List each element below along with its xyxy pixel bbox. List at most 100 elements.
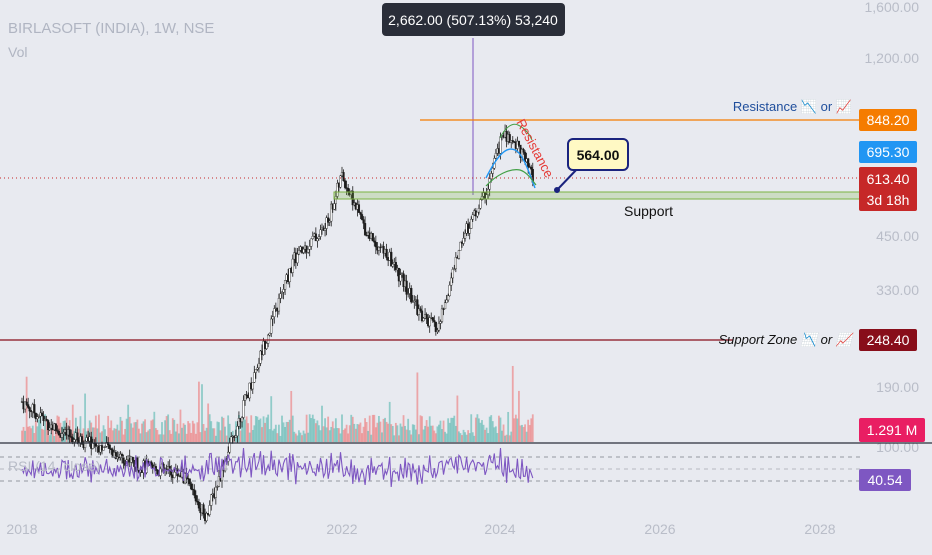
volume-bar [53, 435, 56, 442]
candle-body [371, 233, 374, 242]
volume-bar [447, 418, 450, 442]
support-box[interactable] [333, 191, 861, 200]
volume-bar [371, 414, 374, 442]
candle-body [47, 420, 50, 431]
candle-body [462, 238, 465, 244]
candle-body [277, 298, 281, 312]
volume-bar [38, 419, 40, 442]
candle-body [316, 238, 319, 242]
volume-bar [441, 429, 443, 442]
volume-bar [154, 428, 157, 442]
volume-bar [259, 418, 262, 442]
candle-body [416, 299, 419, 315]
volume-bar [136, 419, 139, 442]
volume-bar [262, 416, 265, 442]
volume-bar [227, 415, 230, 442]
candle-body [425, 314, 428, 319]
volume-bar [59, 422, 62, 442]
callout-pointer [556, 167, 579, 191]
volume-bar [218, 422, 220, 442]
volume-bar [102, 425, 105, 442]
volume-bar [350, 414, 353, 442]
candle-body [193, 489, 196, 496]
candle-body [517, 140, 521, 146]
volume-bar [28, 426, 31, 442]
volume-bar [271, 430, 274, 442]
volume-bar [198, 381, 200, 442]
candle-body [40, 412, 44, 417]
volume-bar [319, 430, 322, 442]
candle-body [459, 241, 462, 251]
volume-bar [431, 425, 434, 442]
volume-bar [424, 425, 426, 442]
volume-bar [194, 433, 197, 442]
volume-bar [22, 426, 25, 442]
volume-bar [78, 428, 80, 442]
candle-body [68, 429, 71, 437]
candle-body [439, 321, 442, 324]
volume-bar [162, 434, 165, 442]
candle-body [494, 153, 497, 159]
candle-body [102, 447, 105, 451]
candle-body [23, 401, 27, 410]
volume-bar [411, 424, 414, 442]
candle-body [422, 318, 425, 322]
candle-body [360, 214, 364, 220]
candle-body [399, 274, 402, 282]
candle-body [60, 433, 64, 438]
volume-bar [318, 425, 320, 442]
volume-bar [451, 417, 454, 442]
volume-bar [378, 415, 380, 442]
volume-bar [499, 417, 502, 442]
volume-bar [211, 428, 214, 442]
candle-body [363, 223, 367, 236]
volume-bar [298, 430, 300, 442]
volume-bar [436, 426, 439, 442]
candle-body [476, 211, 479, 217]
volume-bar [276, 433, 279, 442]
price-callout[interactable]: 564.00 [554, 138, 629, 193]
candle-body [457, 250, 461, 259]
volume-badge-text: 1.291 M [867, 422, 918, 438]
candle-body [431, 317, 434, 321]
candle-body [334, 196, 337, 204]
volume-bar [128, 416, 131, 442]
volume-bar [348, 425, 351, 442]
volume-bar [150, 420, 153, 442]
volume-bar [365, 422, 368, 442]
candle-body [265, 343, 268, 349]
volume-bar [91, 427, 94, 442]
callout-box [567, 138, 629, 171]
volume-bar [376, 422, 379, 442]
volume-bar [330, 426, 333, 442]
volume-bar [94, 415, 97, 442]
volume-bar [159, 434, 162, 442]
volume-bar [27, 426, 30, 442]
resistance-badge [859, 109, 917, 131]
volume-bar [190, 432, 193, 442]
volume-bar [478, 418, 480, 442]
last-price-badge [859, 167, 917, 211]
support-zone-badge [859, 329, 917, 351]
candle-body [413, 300, 416, 302]
volume-bar [188, 423, 191, 442]
volume-bar [207, 403, 210, 442]
volume-bar [210, 421, 213, 442]
volume-bar [467, 430, 470, 442]
volume-bar [482, 424, 485, 442]
volume-bar [98, 414, 100, 442]
rsi-badge [859, 469, 911, 491]
volume-bar [31, 425, 34, 442]
candle-body [33, 404, 36, 414]
volume-bar [245, 416, 248, 442]
candle-body [490, 173, 493, 180]
volume-bar [344, 428, 346, 442]
volume-bar [405, 429, 408, 442]
volume-bar [414, 429, 417, 442]
candle-body [477, 208, 481, 213]
candle-body [468, 228, 471, 234]
volume-bar [130, 423, 133, 442]
candle-body [377, 246, 381, 251]
candle-body [419, 308, 422, 312]
